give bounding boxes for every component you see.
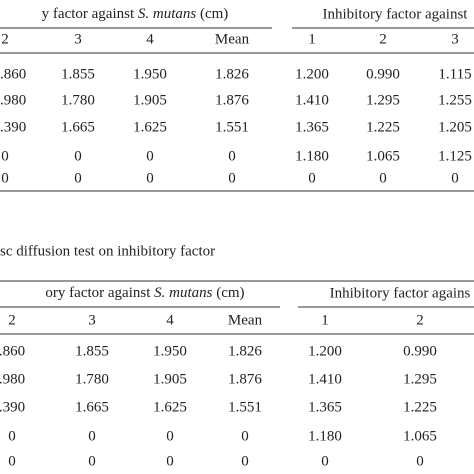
column-header: 3 bbox=[451, 31, 459, 47]
cell: 1.255 bbox=[438, 92, 472, 108]
cell: .980 bbox=[0, 92, 26, 108]
cell: 0 bbox=[88, 453, 96, 469]
cell: 1.200 bbox=[295, 66, 329, 82]
column-header: 1 bbox=[308, 31, 316, 47]
cell: .860 bbox=[0, 343, 25, 359]
cell: 0 bbox=[8, 428, 16, 444]
cell: 1.200 bbox=[308, 343, 342, 359]
cell: 1.665 bbox=[75, 399, 109, 415]
cell: 1.826 bbox=[228, 343, 262, 359]
header-part: (cm) bbox=[212, 285, 244, 301]
cell: 1.180 bbox=[308, 428, 342, 444]
cell: 1.855 bbox=[75, 343, 109, 359]
cell: .860 bbox=[0, 66, 26, 82]
cell: 1.665 bbox=[61, 119, 95, 135]
column-header: 2 bbox=[416, 312, 424, 328]
column-header: Mean bbox=[228, 312, 263, 328]
cell: 0 bbox=[241, 453, 249, 469]
caption: sc diffusion test on inhibitory factor bbox=[0, 243, 215, 259]
cell: 1.295 bbox=[366, 92, 400, 108]
cell: 1.625 bbox=[133, 119, 167, 135]
cell: 1.065 bbox=[366, 148, 400, 164]
cell: 1.780 bbox=[75, 371, 109, 387]
cell: 0.990 bbox=[366, 66, 400, 82]
cell: 0 bbox=[74, 170, 82, 186]
cell: 1.180 bbox=[295, 148, 329, 164]
cell: 1.295 bbox=[403, 371, 437, 387]
cell: 1.625 bbox=[153, 399, 187, 415]
cell: 1.225 bbox=[366, 119, 400, 135]
header-part: y factor against bbox=[42, 6, 138, 22]
cell: .390 bbox=[0, 399, 25, 415]
cell: 1.905 bbox=[153, 371, 187, 387]
column-header: 2 bbox=[1, 31, 9, 47]
cell: 1.365 bbox=[295, 119, 329, 135]
cell: 1.365 bbox=[308, 399, 342, 415]
cell: 1.905 bbox=[133, 92, 167, 108]
column-group-header: y factor against S. mutans (cm) bbox=[42, 6, 229, 22]
cell: 0 bbox=[379, 170, 387, 186]
column-group-header: Inhibitory factor agains bbox=[330, 285, 471, 301]
cell: 0 bbox=[8, 453, 16, 469]
cell: 0 bbox=[321, 453, 329, 469]
cell: 1.205 bbox=[438, 119, 472, 135]
column-header: Mean bbox=[215, 31, 250, 47]
header-part: S. mutans bbox=[154, 285, 213, 301]
column-header: 2 bbox=[8, 312, 16, 328]
cell: 0 bbox=[228, 148, 236, 164]
cell: .390 bbox=[0, 119, 26, 135]
cell: 1.876 bbox=[228, 371, 262, 387]
cell: 1.826 bbox=[215, 66, 249, 82]
cell: 1.551 bbox=[215, 119, 249, 135]
cell: 0 bbox=[241, 428, 249, 444]
cell: 0 bbox=[228, 170, 236, 186]
column-header: 3 bbox=[74, 31, 82, 47]
cell: 0 bbox=[146, 170, 154, 186]
column-header: 4 bbox=[146, 31, 154, 47]
cell: 1.225 bbox=[403, 399, 437, 415]
cell: 0 bbox=[74, 148, 82, 164]
header-part: S. mutans bbox=[138, 6, 197, 22]
cell: 0 bbox=[166, 428, 174, 444]
header-part: ory factor against bbox=[45, 285, 154, 301]
column-header: 2 bbox=[379, 31, 387, 47]
cell: 0 bbox=[146, 148, 154, 164]
cell: 0 bbox=[308, 170, 316, 186]
cell: 1.551 bbox=[228, 399, 262, 415]
column-header: 3 bbox=[88, 312, 96, 328]
cell: 1.876 bbox=[215, 92, 249, 108]
column-group-header: Inhibitory factor against bbox=[323, 6, 469, 22]
cell: 0 bbox=[1, 170, 9, 186]
cell: 0.990 bbox=[403, 343, 437, 359]
cell: 1.410 bbox=[308, 371, 342, 387]
column-header: 4 bbox=[166, 312, 174, 328]
cell: 1.780 bbox=[61, 92, 95, 108]
column-header: 1 bbox=[321, 312, 329, 328]
cell: 0 bbox=[88, 428, 96, 444]
cell: 0 bbox=[1, 148, 9, 164]
cell: 1.065 bbox=[403, 428, 437, 444]
cell: 1.115 bbox=[438, 66, 471, 82]
cell: 1.950 bbox=[153, 343, 187, 359]
cell: 0 bbox=[451, 170, 459, 186]
cell: 1.855 bbox=[61, 66, 95, 82]
column-group-header: ory factor against S. mutans (cm) bbox=[45, 285, 244, 301]
cell: 1.125 bbox=[438, 148, 472, 164]
cell: 1.950 bbox=[133, 66, 167, 82]
cell: 1.410 bbox=[295, 92, 329, 108]
cell: .980 bbox=[0, 371, 25, 387]
header-part: (cm) bbox=[196, 6, 228, 22]
cell: 0 bbox=[166, 453, 174, 469]
cell: 0 bbox=[416, 453, 424, 469]
